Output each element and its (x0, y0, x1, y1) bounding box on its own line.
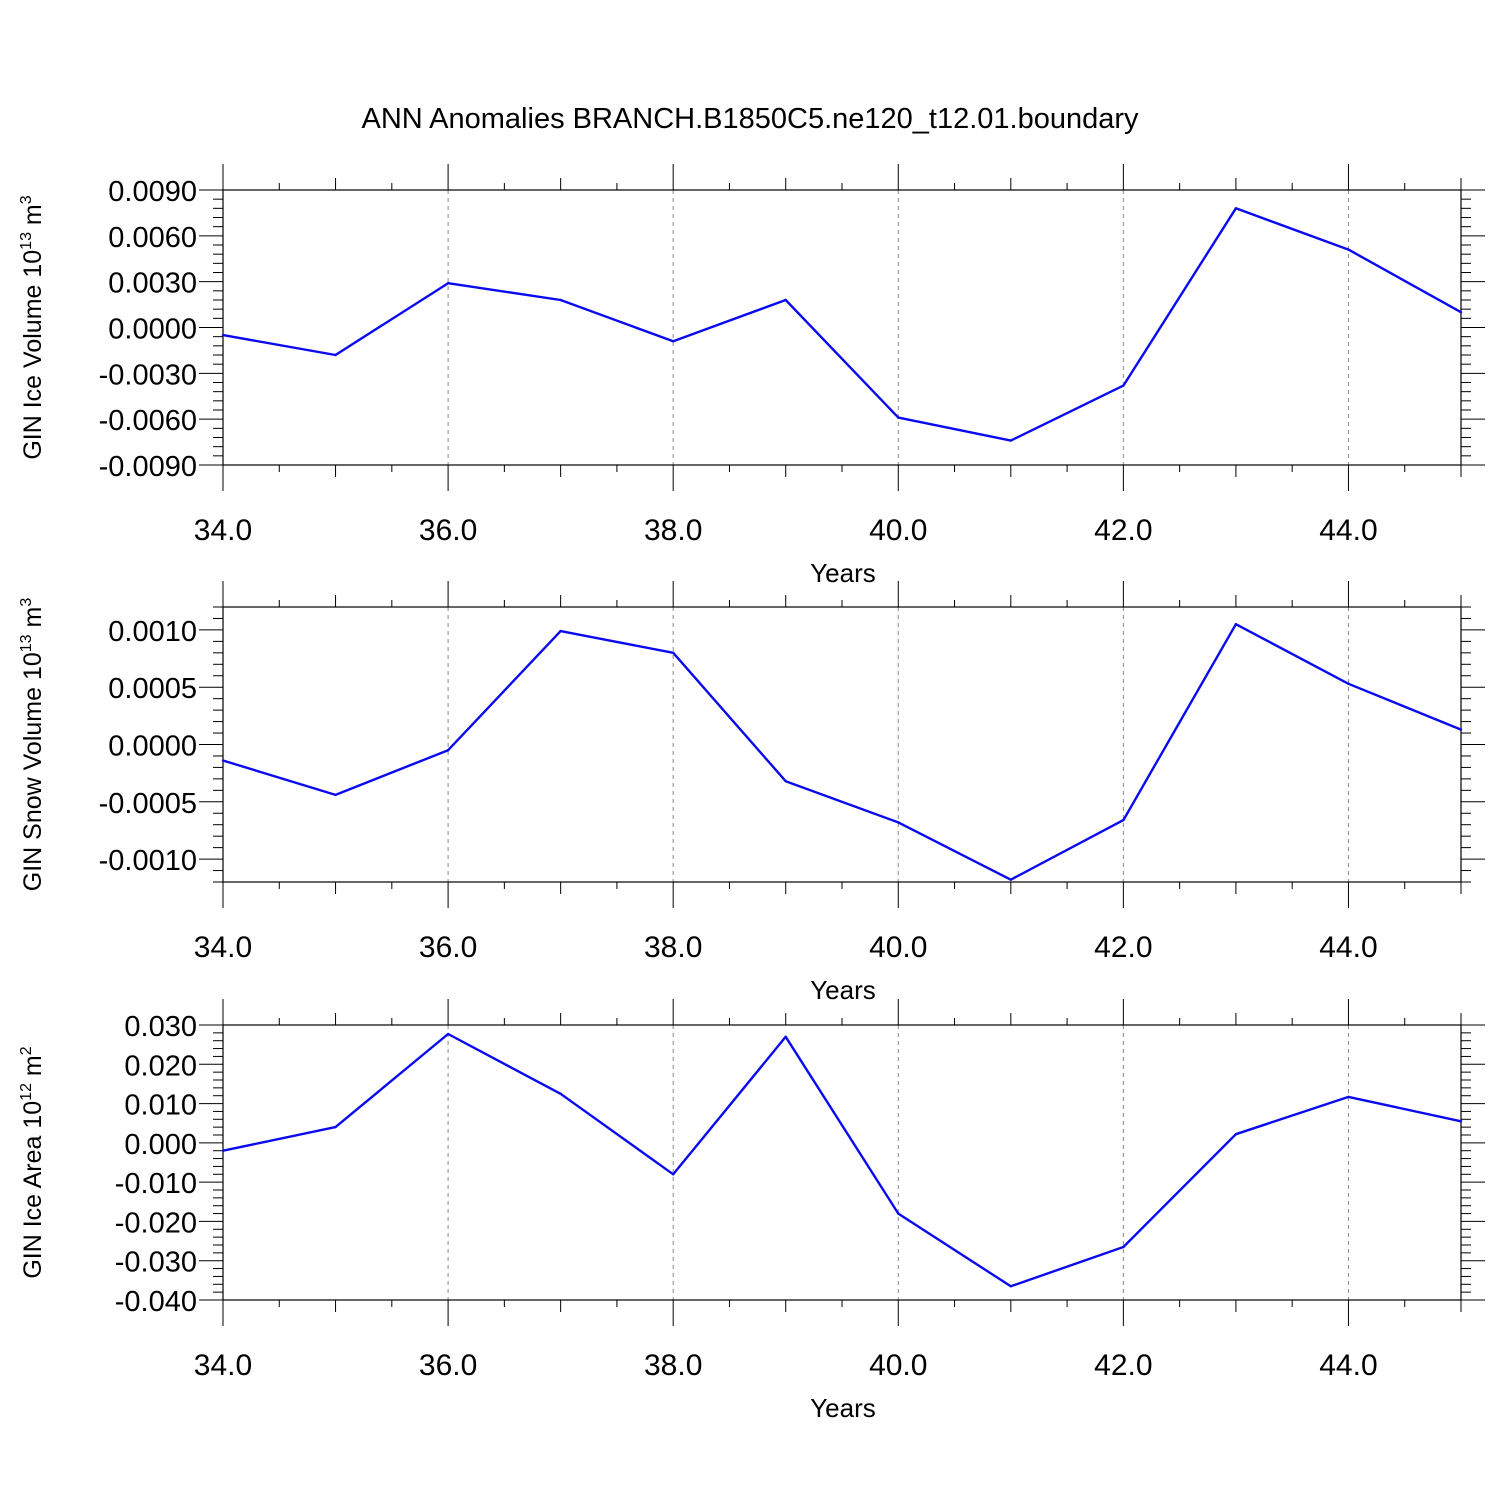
panel2-data-point (1459, 728, 1463, 731)
panel3-data-point (559, 1092, 562, 1095)
panel2: 0.0010 0.0005 0.0000 -0.0005 -0.0010 34.0 36.0… (18, 581, 1485, 1005)
panel3-y-tick-label: 0.020 (124, 1050, 197, 1082)
panel1-y-tick-label: -0.0060 (99, 405, 197, 437)
panel2-x-axis-label: Years (810, 975, 876, 1005)
panel3-x-tick-label: 40.0 (869, 1349, 927, 1382)
panel1-x-tick-label: 42.0 (1094, 514, 1152, 547)
panel3-series-line (222, 1032, 1462, 1288)
panel1-data-point (1347, 248, 1350, 251)
panel1: 0.0090 0.0060 0.0030 0.0000 -0.0030 -0.0060 -0… (18, 164, 1485, 588)
panel2-data-point (559, 629, 562, 633)
panel2-y-tick-label: 0.0005 (108, 673, 197, 705)
panel2-data-point (1122, 818, 1125, 822)
panel1-data-point (221, 333, 225, 337)
panel1-y-tick-label: 0.0000 (108, 314, 197, 346)
panel2-x-tick-label: 42.0 (1094, 931, 1152, 964)
panel3-data-point (897, 1212, 900, 1215)
panel3-data-point (446, 1032, 450, 1036)
panel3-y-tick-label: -0.030 (115, 1247, 197, 1279)
panel1-x-tick-label: 40.0 (869, 514, 927, 547)
panel3-data-point (1234, 1133, 1238, 1136)
panel3-x-axis-label: Years (810, 1393, 876, 1423)
panel3-y-tick-label: -0.010 (115, 1168, 197, 1200)
panel2-x-tick-label: 34.0 (194, 931, 252, 964)
panel3-data-point (671, 1173, 675, 1176)
panel3-data-point (1459, 1120, 1463, 1123)
panel2-data-point (1347, 682, 1350, 685)
panel2-series-line (222, 623, 1462, 881)
panel1-data-point (334, 353, 337, 357)
panel3-x-tick-label: 44.0 (1319, 1349, 1377, 1382)
figure-title: ANN Anomalies BRANCH.B1850C5.ne120_t12.0… (361, 103, 1139, 135)
panel1-x-tick-label: 34.0 (194, 514, 252, 547)
panel1-x-tick-label: 38.0 (644, 514, 702, 547)
panel3-x-tick-label: 38.0 (644, 1349, 702, 1382)
panel2-y-tick-label: -0.0010 (99, 845, 197, 877)
panel3-data-point (1009, 1285, 1013, 1288)
panel2-data-point (784, 779, 787, 783)
panel1-data-point (1009, 439, 1013, 442)
panel2-y-tick-label: -0.0005 (99, 788, 197, 820)
panel2-y-tick-label: 0.0000 (108, 731, 197, 763)
panel3-y-tick-label: 0.030 (124, 1011, 197, 1043)
panel2-x-tick-label: 44.0 (1319, 931, 1377, 964)
panel1-data-point (1234, 207, 1238, 210)
panel2-data-point (1234, 622, 1238, 626)
panel2-data-point (671, 651, 675, 655)
panel3-x-tick-label: 36.0 (419, 1349, 477, 1382)
panel1-y-tick-label: 0.0060 (108, 222, 197, 254)
panel2-y-tick-label: 0.0010 (108, 616, 197, 648)
panel3-y-tick-label: -0.040 (115, 1286, 197, 1318)
panel2-y-axis-label: GIN Snow Volume 1013 m3 (18, 598, 47, 892)
panel1-data-point (559, 298, 562, 302)
panel2-data-point (897, 821, 900, 824)
panel1-series-line (222, 207, 1462, 442)
panel3-data-point (784, 1035, 787, 1038)
panel2-data-point (1009, 878, 1013, 881)
panel3-x-tick-label: 34.0 (194, 1349, 252, 1382)
panel3-data-point (1122, 1245, 1125, 1249)
panel1-y-tick-label: -0.0030 (99, 359, 197, 391)
panel3-y-axis-label: GIN Ice Area 1012 m2 (18, 1046, 47, 1278)
panel3-data-point (1347, 1095, 1350, 1099)
panel2-x-tick-label: 38.0 (644, 931, 702, 964)
panel3-x-tick-label: 42.0 (1094, 1349, 1152, 1382)
panel1-data-point (1459, 311, 1463, 314)
panel1-y-tick-label: -0.0090 (99, 451, 197, 483)
panel3-y-tick-label: 0.000 (124, 1129, 197, 1161)
panel1-data-point (1122, 384, 1125, 387)
panel2-x-tick-label: 36.0 (419, 931, 477, 964)
panel2-data-point (446, 749, 450, 752)
panel3-data-point (221, 1149, 225, 1152)
panel1-data-point (446, 281, 450, 285)
panel2-data-point (221, 759, 225, 762)
panel2-data-point (334, 793, 337, 797)
panel3: 0.030 0.020 0.010 0.000 -0.010 -0.020 -0.030 -0… (18, 999, 1485, 1423)
panel2-x-tick-label: 40.0 (869, 931, 927, 964)
panel1-y-axis-label: GIN Ice Volume 1013 m3 (18, 195, 47, 459)
panel1-x-tick-label: 36.0 (419, 514, 477, 547)
panel1-data-point (784, 298, 787, 302)
panel1-y-tick-label: 0.0030 (108, 268, 197, 300)
panel1-x-axis-label: Years (810, 558, 876, 588)
panel1-data-point (897, 416, 900, 419)
panel2-frame (222, 606, 1462, 883)
panel1-y-tick-label: 0.0090 (108, 176, 197, 208)
panel1-x-tick-label: 44.0 (1319, 514, 1377, 547)
panel1-frame (222, 189, 1462, 466)
panel3-data-point (334, 1125, 337, 1129)
panel3-y-tick-label: 0.010 (124, 1090, 197, 1122)
panel3-y-tick-label: -0.020 (115, 1207, 197, 1239)
panel1-data-point (671, 340, 675, 343)
